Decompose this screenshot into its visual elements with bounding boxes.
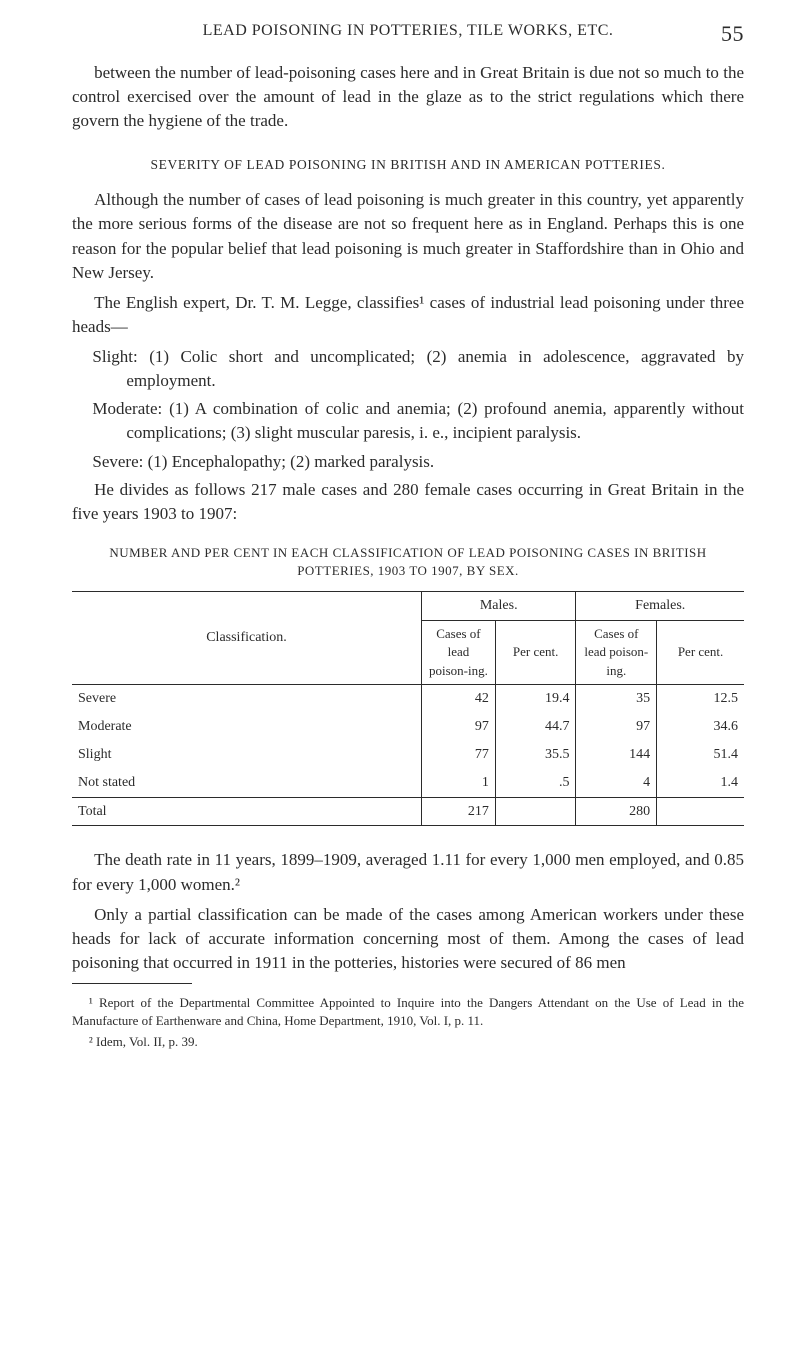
row-label: Not stated xyxy=(72,769,421,797)
total-f-cases: 280 xyxy=(576,797,657,826)
classification-severe: Severe: (1) Encephalopathy; (2) marked p… xyxy=(72,450,744,474)
row-f-pct: 51.4 xyxy=(657,741,744,769)
table-stub-head: Classification. xyxy=(72,591,421,684)
total-m-cases: 217 xyxy=(421,797,495,826)
classification-slight: Slight: (1) Colic short and uncomplicate… xyxy=(72,345,744,393)
page-number: 55 xyxy=(721,18,744,49)
row-m-cases: 42 xyxy=(421,685,495,713)
table-row: Slight 77 35.5 144 51.4 xyxy=(72,741,744,769)
row-m-pct: 35.5 xyxy=(495,741,576,769)
row-f-pct: 12.5 xyxy=(657,685,744,713)
total-f-pct xyxy=(657,797,744,826)
row-label: Slight xyxy=(72,741,421,769)
body-paragraph-5: Only a partial classification can be mad… xyxy=(72,903,744,975)
classification-table: Classification. Males. Females. Cases of… xyxy=(72,591,744,827)
row-f-cases: 144 xyxy=(576,741,657,769)
row-f-cases: 97 xyxy=(576,713,657,741)
running-head-text: LEAD POISONING IN POTTERIES, TILE WORKS,… xyxy=(203,22,614,39)
total-m-pct xyxy=(495,797,576,826)
table-subhead-males-cases: Cases of lead poison-ing. xyxy=(421,620,495,684)
row-f-pct: 34.6 xyxy=(657,713,744,741)
footnotes: ¹ Report of the Departmental Committee A… xyxy=(72,994,744,1051)
row-m-cases: 77 xyxy=(421,741,495,769)
classification-moderate: Moderate: (1) A combination of colic and… xyxy=(72,397,744,445)
body-paragraph-1: Although the number of cases of lead poi… xyxy=(72,188,744,285)
table-group-females: Females. xyxy=(576,591,744,620)
body-paragraph-2: The English expert, Dr. T. M. Legge, cla… xyxy=(72,291,744,339)
row-m-cases: 97 xyxy=(421,713,495,741)
table-subhead-females-cases: Cases of lead poison-ing. xyxy=(576,620,657,684)
row-m-pct: 44.7 xyxy=(495,713,576,741)
footnote-1: ¹ Report of the Departmental Committee A… xyxy=(72,994,744,1031)
table-subhead-males-pct: Per cent. xyxy=(495,620,576,684)
body-paragraph-4: The death rate in 11 years, 1899–1909, a… xyxy=(72,848,744,896)
table-subhead-females-pct: Per cent. xyxy=(657,620,744,684)
intro-paragraph: between the number of lead-poisoning cas… xyxy=(72,61,744,133)
table-row: Severe 42 19.4 35 12.5 xyxy=(72,685,744,713)
row-f-cases: 35 xyxy=(576,685,657,713)
row-f-pct: 1.4 xyxy=(657,769,744,797)
total-label: Total xyxy=(72,797,421,826)
table-total-row: Total 217 280 xyxy=(72,797,744,826)
row-f-cases: 4 xyxy=(576,769,657,797)
body-paragraph-3: He divides as follows 217 male cases and… xyxy=(72,478,744,526)
table-row: Not stated 1 .5 4 1.4 xyxy=(72,769,744,797)
running-head: LEAD POISONING IN POTTERIES, TILE WORKS,… xyxy=(72,20,744,43)
row-label: Moderate xyxy=(72,713,421,741)
footnote-rule xyxy=(72,983,192,984)
section-heading: SEVERITY OF LEAD POISONING IN BRITISH AN… xyxy=(72,155,744,174)
table-row: Moderate 97 44.7 97 34.6 xyxy=(72,713,744,741)
table-caption: NUMBER AND PER CENT IN EACH CLASSIFICATI… xyxy=(72,544,744,581)
row-label: Severe xyxy=(72,685,421,713)
footnote-2: ² Idem, Vol. II, p. 39. xyxy=(72,1033,744,1051)
row-m-cases: 1 xyxy=(421,769,495,797)
row-m-pct: .5 xyxy=(495,769,576,797)
table-group-males: Males. xyxy=(421,591,576,620)
row-m-pct: 19.4 xyxy=(495,685,576,713)
